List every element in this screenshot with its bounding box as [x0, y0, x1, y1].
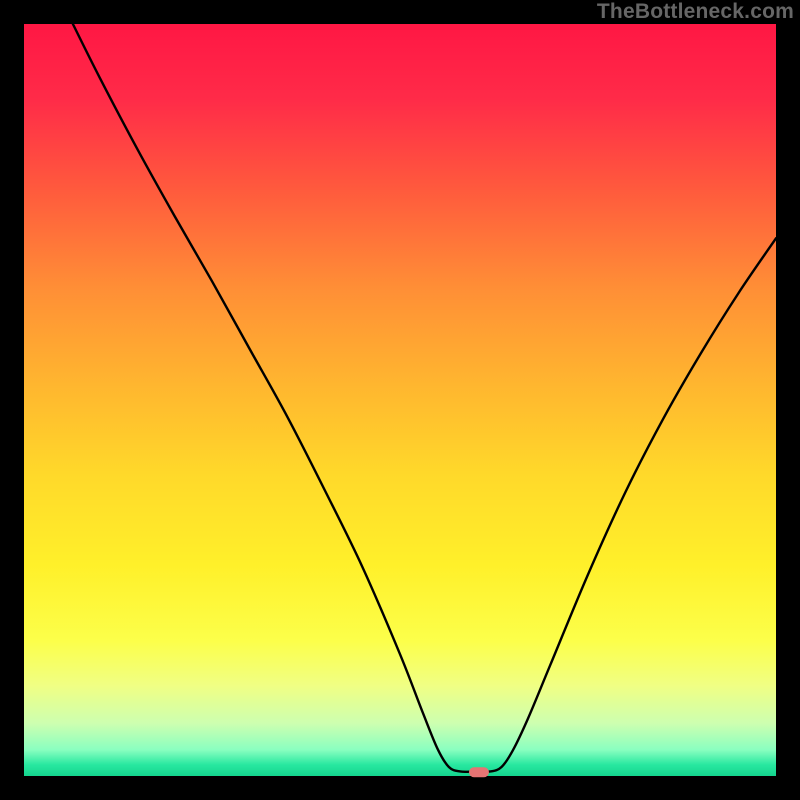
- plot-background: [24, 24, 776, 776]
- optimal-marker: [469, 767, 489, 777]
- bottleneck-curve-chart: [0, 0, 800, 800]
- chart-container: TheBottleneck.com: [0, 0, 800, 800]
